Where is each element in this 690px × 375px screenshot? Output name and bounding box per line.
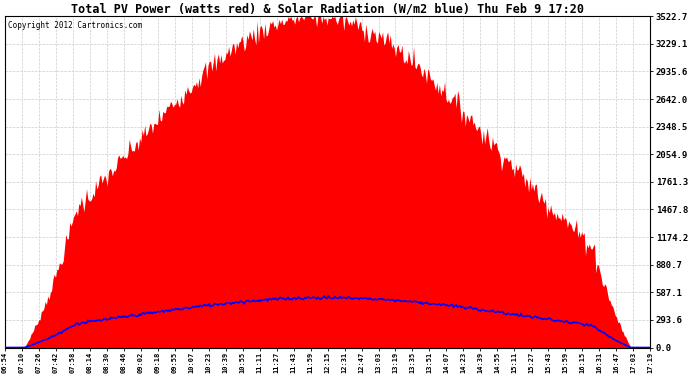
Title: Total PV Power (watts red) & Solar Radiation (W/m2 blue) Thu Feb 9 17:20: Total PV Power (watts red) & Solar Radia… xyxy=(71,2,584,15)
Text: Copyright 2012 Cartronics.com: Copyright 2012 Cartronics.com xyxy=(8,21,142,30)
